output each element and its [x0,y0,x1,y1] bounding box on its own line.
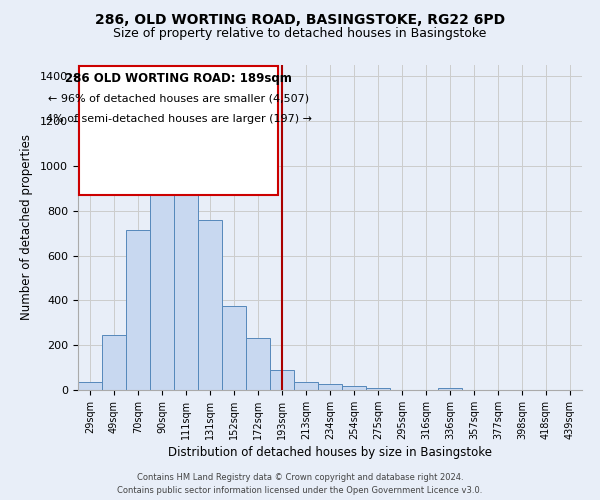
Bar [246,338,270,390]
Text: 286 OLD WORTING ROAD: 189sqm: 286 OLD WORTING ROAD: 189sqm [65,72,292,85]
Text: ← 96% of detached houses are smaller (4,507): ← 96% of detached houses are smaller (4,… [48,94,310,104]
Bar [150,144,174,390]
X-axis label: Distribution of detached houses by size in Basingstoke: Distribution of detached houses by size … [168,446,492,459]
Bar [198,220,222,390]
Bar [318,384,342,390]
Bar [270,370,294,390]
Bar [294,382,318,390]
Text: 286, OLD WORTING ROAD, BASINGSTOKE, RG22 6PD: 286, OLD WORTING ROAD, BASINGSTOKE, RG22… [95,12,505,26]
Text: Contains HM Land Registry data © Crown copyright and database right 2024.
Contai: Contains HM Land Registry data © Crown c… [118,474,482,495]
Bar [78,382,102,390]
Bar [222,306,246,390]
Bar [366,388,390,390]
Bar [102,335,126,390]
Text: 4% of semi-detached houses are larger (197) →: 4% of semi-detached houses are larger (1… [46,114,312,124]
Bar [438,388,462,390]
Bar [342,386,366,390]
Bar [126,230,150,390]
Text: Size of property relative to detached houses in Basingstoke: Size of property relative to detached ho… [113,28,487,40]
Bar [174,139,198,390]
Y-axis label: Number of detached properties: Number of detached properties [20,134,33,320]
